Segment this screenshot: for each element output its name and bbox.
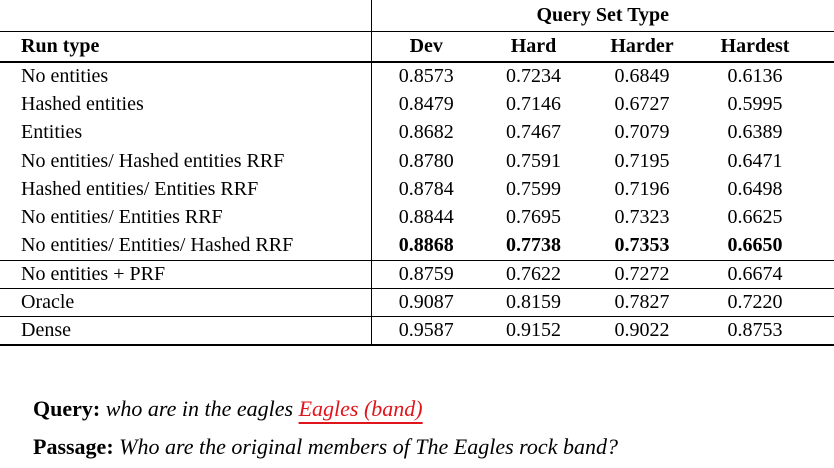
score-cell: 0.6849 (614, 65, 670, 88)
score-cell: 0.9152 (481, 316, 586, 346)
filler-cell (812, 231, 834, 261)
score-cell: 0.6136 (727, 65, 783, 88)
score-cell: 0.9022 (586, 316, 698, 346)
run-type-cell: No entities/ Entities RRF (21, 206, 223, 229)
score-cell: 0.5995 (727, 92, 783, 115)
table-row: No entities/ Entities/ Hashed RRF 0.8868 0… (0, 231, 834, 261)
score-cell: 0.8759 (370, 260, 481, 289)
run-type-cell: No entities + PRF (0, 260, 371, 289)
filler-cell (812, 90, 834, 118)
score-cell: 0.6498 (727, 177, 783, 200)
score-cell: 0.9587 (370, 316, 481, 346)
score-cell: 0.7599 (506, 177, 561, 200)
score-cell: 0.7695 (506, 206, 561, 229)
score-cell: 0.8780 (370, 146, 481, 176)
score-cell: 0.9087 (370, 288, 481, 318)
score-cell: 0.7234 (506, 65, 561, 88)
column-header-row: Run type Dev Hard Harder Hardest (0, 31, 834, 63)
score-cell: 0.6650 (698, 231, 812, 261)
score-cell: 0.7827 (586, 288, 698, 318)
table-row: Hashed entities/ Entities RRF 0.8784 0.759… (0, 175, 834, 204)
results-table: Query Set Type Run type Dev Hard Harder … (0, 0, 834, 346)
score-cell: 0.6471 (727, 149, 783, 172)
run-type-cell: Hashed entities (21, 92, 144, 115)
filler-cell (812, 119, 834, 147)
filler-cell (812, 203, 834, 231)
column-header-hardest: Hardest (698, 31, 812, 63)
query-line: Query: who are in the eagles Eagles (ban… (33, 390, 834, 428)
run-type-cell: Hashed entities/ Entities RRF (21, 177, 259, 200)
column-group-header: Query Set Type (370, 0, 834, 32)
column-header-hard: Hard (481, 31, 586, 63)
score-cell: 0.6625 (727, 206, 783, 229)
table-row: Hashed entities 0.8479 0.7146 0.6727 0.5995 (0, 90, 834, 119)
score-cell: 0.7195 (614, 149, 670, 172)
column-group-header-row: Query Set Type (0, 0, 834, 32)
score-cell: 0.7272 (586, 260, 698, 289)
query-label: Query: (33, 395, 101, 421)
table-row: No entities 0.8573 0.7234 0.6849 0.6136 (0, 62, 834, 91)
score-cell: 0.7591 (506, 149, 561, 172)
run-type-cell: Oracle (0, 288, 371, 318)
score-cell: 0.6727 (614, 92, 670, 115)
table-row: No entities/ Hashed entities RRF 0.8780 0.… (0, 146, 834, 176)
run-type-cell: Entities (21, 121, 83, 144)
score-cell: 0.8682 (370, 118, 481, 147)
score-cell: 0.7353 (586, 231, 698, 261)
score-cell: 0.7323 (614, 206, 670, 229)
score-cell: 0.7738 (481, 231, 586, 261)
results-table-body: No entities 0.8573 0.7234 0.6849 0.6136 Hashe… (0, 62, 834, 346)
score-cell: 0.7146 (506, 92, 561, 115)
score-cell: 0.8573 (370, 62, 481, 91)
query-entity-annotation: Eagles (band) (298, 395, 423, 421)
run-type-cell: No entities/ Entities/ Hashed RRF (0, 231, 371, 261)
score-cell: 0.7220 (698, 288, 812, 318)
filler-cell (812, 62, 834, 90)
score-cell: 0.8479 (370, 90, 481, 119)
score-cell: 0.8844 (370, 203, 481, 232)
filler-cell (812, 316, 834, 346)
column-header-dev: Dev (370, 31, 481, 63)
score-cell: 0.6674 (698, 260, 812, 289)
filler-cell (812, 175, 834, 203)
table-row: No entities + PRF 0.8759 0.7622 0.7272 0.667… (0, 260, 834, 289)
column-header-run-type: Run type (0, 31, 371, 63)
score-cell: 0.7196 (614, 177, 670, 200)
run-type-cell: Dense (0, 316, 371, 346)
score-cell: 0.7622 (481, 260, 586, 289)
filler-cell (812, 260, 834, 289)
filler-cell (812, 147, 834, 175)
score-cell: 0.8159 (481, 288, 586, 318)
score-cell: 0.6389 (727, 121, 783, 144)
query-text: who are in the eagles (105, 395, 299, 421)
table-row: Oracle 0.9087 0.8159 0.7827 0.7220 (0, 288, 834, 318)
score-cell: 0.8753 (698, 316, 812, 346)
table-row: Entities 0.8682 0.7467 0.7079 0.6389 (0, 118, 834, 147)
score-cell: 0.8868 (370, 231, 481, 261)
table-row: Dense 0.9587 0.9152 0.9022 0.8753 (0, 316, 834, 346)
passage-text: Who are the original members of The Eagl… (119, 433, 618, 459)
filler-cell (812, 31, 834, 63)
filler-cell (812, 288, 834, 318)
run-type-cell: No entities/ Hashed entities RRF (21, 149, 285, 172)
run-type-cell: No entities (21, 65, 109, 88)
passage-line: Passage: Who are the original members of… (33, 428, 834, 466)
score-cell: 0.7079 (614, 121, 670, 144)
passage-label: Passage: (33, 433, 114, 459)
score-cell: 0.7467 (506, 121, 561, 144)
column-header-harder: Harder (586, 31, 698, 63)
example-block: Query: who are in the eagles Eagles (ban… (33, 390, 834, 466)
score-cell: 0.8784 (370, 175, 481, 204)
empty-corner-cell (0, 0, 371, 32)
table-row: No entities/ Entities RRF 0.8844 0.7695 0.7… (0, 203, 834, 232)
